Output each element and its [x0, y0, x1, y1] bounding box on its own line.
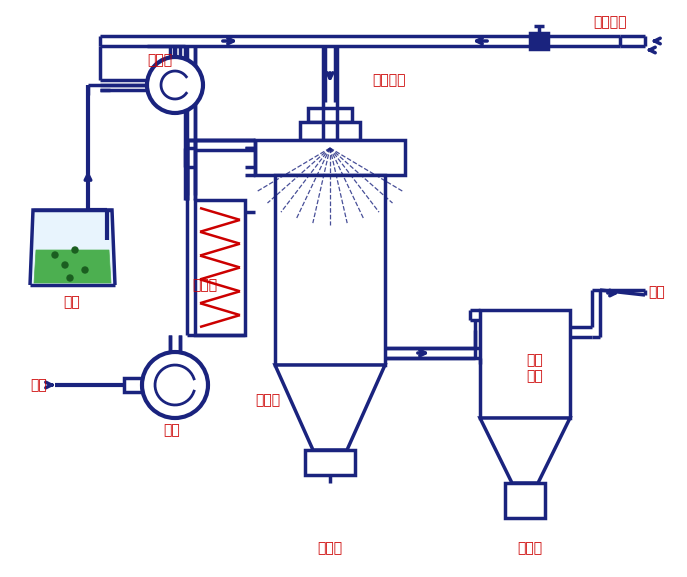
Circle shape [72, 247, 78, 253]
Bar [530, 33, 548, 49]
Polygon shape [480, 418, 570, 483]
Text: 空气: 空气 [30, 378, 47, 392]
Bar [300, 122, 360, 140]
Circle shape [82, 267, 88, 273]
Text: 收料瓶: 收料瓶 [517, 541, 543, 555]
Polygon shape [34, 250, 111, 283]
Text: 雾化啤头: 雾化啤头 [372, 73, 405, 87]
Text: 干燥瓶: 干燥瓶 [255, 393, 280, 407]
Bar [308, 108, 352, 122]
Bar [255, 140, 405, 175]
Text: 加热器: 加热器 [192, 278, 218, 292]
Bar [195, 200, 245, 335]
Bar [505, 483, 545, 518]
Text: 尾气: 尾气 [648, 285, 665, 299]
Circle shape [52, 252, 58, 258]
Polygon shape [30, 210, 115, 285]
Bar [124, 378, 142, 392]
Text: 原料: 原料 [64, 295, 80, 309]
Text: 压缩空气: 压缩空气 [594, 15, 627, 29]
Polygon shape [275, 365, 385, 450]
Circle shape [62, 262, 68, 268]
Text: 收料瓶: 收料瓶 [317, 541, 343, 555]
Bar [305, 450, 355, 475]
Circle shape [67, 275, 73, 281]
Text: 进料泵: 进料泵 [148, 53, 172, 67]
Circle shape [142, 352, 208, 418]
Bar [480, 310, 570, 418]
Text: 上海欧蒙: 上海欧蒙 [297, 283, 383, 317]
Text: 风机: 风机 [164, 423, 181, 437]
Text: 旋风
分离: 旋风 分离 [527, 353, 543, 383]
Circle shape [147, 57, 203, 113]
Bar [275, 175, 385, 365]
